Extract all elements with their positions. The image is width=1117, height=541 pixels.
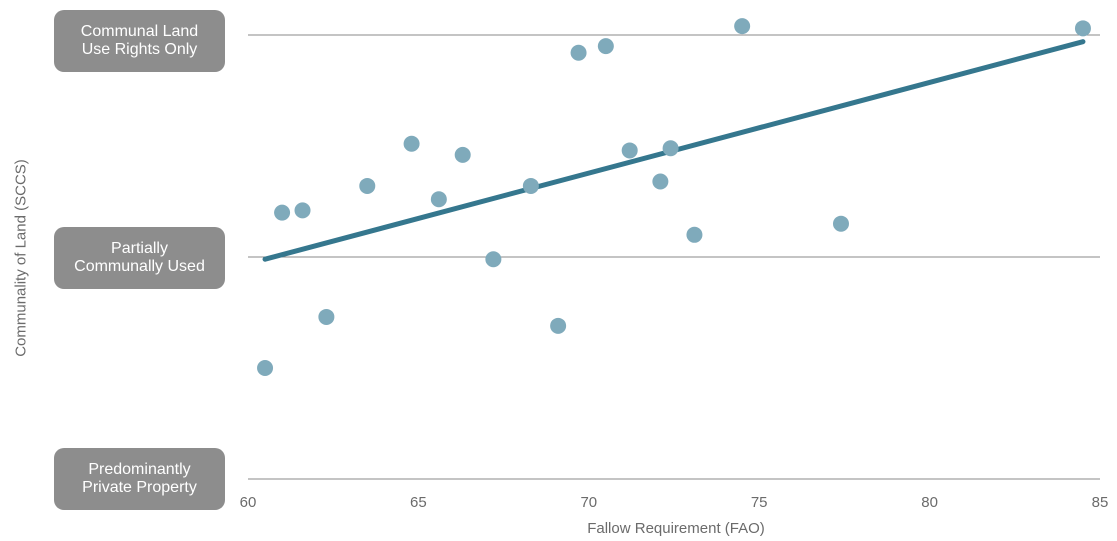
data-point [454,146,471,163]
y-category-label-communal: Communal Land Use Rights Only [54,10,225,72]
data-point [294,202,311,219]
x-tick-label: 60 [240,494,257,511]
data-point [570,44,587,61]
data-point [1074,20,1091,37]
data-point [485,251,502,268]
gridlines [248,34,1100,480]
x-tick-labels: 60 65 70 75 80 85 [240,494,1109,511]
data-points [257,18,1091,376]
data-point [686,226,703,243]
data-point [550,317,567,334]
data-point [832,215,849,232]
data-point [652,173,669,190]
y-axis-title: Communality of Land (SCCS) [12,159,30,357]
x-axis-title: Fallow Requirement (FAO) [587,520,765,537]
data-point [522,177,539,194]
data-point [274,204,291,221]
y-category-label-partial: Partially Communally Used [54,227,225,289]
data-point [430,191,447,208]
data-point [597,38,614,55]
data-point [318,308,335,325]
data-point [403,135,420,152]
y-category-label-private: Predominantly Private Property [54,448,225,510]
x-tick-label: 75 [751,494,768,511]
x-tick-label: 80 [921,494,938,511]
data-point [734,18,751,35]
data-point [662,140,679,157]
data-point [257,360,274,376]
x-tick-label: 70 [580,494,597,511]
x-tick-label: 85 [1092,494,1109,511]
data-point [359,177,376,194]
x-tick-label: 65 [410,494,427,511]
data-point [621,142,638,159]
